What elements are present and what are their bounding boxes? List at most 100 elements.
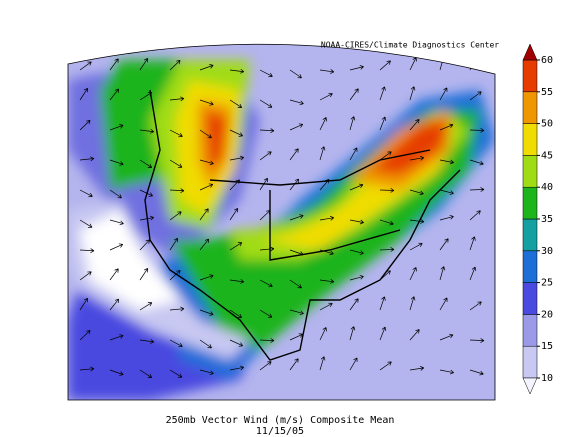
wind-arrow <box>169 237 178 251</box>
wind-arrow <box>169 59 181 71</box>
wind-arrow <box>289 148 299 161</box>
wind-arrow <box>259 309 273 318</box>
wind-arrow <box>319 92 333 101</box>
wind-arrow <box>379 151 392 161</box>
wind-arrow <box>319 117 327 131</box>
wind-arrow <box>319 69 335 74</box>
wind-arrow <box>259 338 275 343</box>
wind-arrow <box>409 329 420 341</box>
wind-arrow <box>169 270 181 281</box>
wind-arrow <box>379 247 395 252</box>
colorbar-bin <box>522 345 538 379</box>
colorbar-bin <box>522 59 538 93</box>
wind-arrow <box>409 242 423 251</box>
wind-arrow <box>319 279 335 284</box>
wind-arrow <box>469 338 485 343</box>
wind-arrow <box>439 87 448 101</box>
wind-arrow <box>439 297 448 311</box>
wind-arrow <box>229 208 239 221</box>
wind-arrow <box>199 183 214 191</box>
wind-arrow <box>169 211 182 221</box>
wind-arrow <box>469 91 482 101</box>
wind-arrow <box>229 242 243 251</box>
wind-arrow <box>379 60 391 71</box>
wind-arrow <box>109 88 119 101</box>
wind-arrow <box>199 64 214 71</box>
wind-arrow <box>439 266 446 281</box>
wind-arrow <box>469 210 481 221</box>
wind-arrow <box>79 87 88 101</box>
wind-arrow <box>409 296 416 311</box>
wind-arrow <box>139 239 150 251</box>
wind-arrow <box>79 156 95 162</box>
wind-arrow <box>109 219 124 226</box>
wind-arrow <box>229 279 245 284</box>
wind-arrow <box>409 57 417 71</box>
colorbar-tick-label: 30 <box>541 246 553 257</box>
wind-arrow <box>199 309 214 316</box>
wind-arrow <box>199 274 214 281</box>
wind-arrow <box>439 238 449 251</box>
wind-arrow <box>409 219 425 224</box>
colorbar-tick-label: 35 <box>541 214 553 225</box>
wind-arrow <box>79 330 91 341</box>
wind-arrow <box>349 183 364 191</box>
wind-arrow <box>169 306 185 312</box>
wind-arrow <box>409 86 416 101</box>
wind-field <box>68 44 495 400</box>
colorbar-below <box>522 377 538 395</box>
wind-arrow <box>349 147 358 161</box>
wind-arrow <box>109 334 124 341</box>
wind-arrow <box>289 69 302 79</box>
colorbar-bin <box>522 250 538 283</box>
wind-arrow <box>169 96 185 102</box>
wind-arrow <box>229 365 244 371</box>
wind-arrow <box>229 309 243 318</box>
date: 11/15/05 <box>256 426 304 437</box>
wind-arrow <box>109 159 124 166</box>
wind-arrow <box>289 99 304 106</box>
wind-arrow <box>319 327 327 341</box>
wind-arrow <box>79 366 95 372</box>
colorbar-bin <box>522 91 538 124</box>
wind-arrow <box>409 366 425 371</box>
wind-arrow <box>259 69 273 78</box>
wind-arrow <box>79 61 92 71</box>
wind-arrow <box>169 129 183 138</box>
colorbar-tick-label: 45 <box>541 150 553 161</box>
wind-arrow <box>139 302 153 311</box>
wind-arrow <box>109 369 124 376</box>
wind-arrow <box>409 267 417 281</box>
wind-arrow <box>319 302 333 311</box>
wind-arrow <box>469 187 485 192</box>
colorbar-tick-label: 40 <box>541 182 553 193</box>
wind-arrows <box>79 56 485 378</box>
colorbar-tick-label: 20 <box>541 309 553 320</box>
wind-arrow <box>199 99 214 106</box>
wind-arrow <box>229 68 245 74</box>
colorbar-tick-label: 15 <box>541 341 553 352</box>
wind-arrow <box>79 219 93 228</box>
wind-arrow <box>109 58 119 71</box>
wind-arrow <box>109 189 122 199</box>
colorbar: 10 15 20 25 30 35 40 45 50 55 60 <box>522 43 553 395</box>
wind-arrow <box>199 339 212 349</box>
credit: NOAA-CIRES/Climate Diagnostics Center <box>321 41 499 50</box>
wind-arrow <box>139 189 153 197</box>
wind-arrow <box>109 268 119 281</box>
wind-arrow <box>289 178 300 191</box>
wind-arrow <box>469 369 484 376</box>
wind-arrow <box>229 155 245 161</box>
wind-arrow <box>109 124 124 131</box>
wind-arrow <box>439 369 454 375</box>
wind-arrow <box>379 361 392 371</box>
map-border <box>67 43 496 401</box>
wind-arrow <box>139 58 149 71</box>
wind-arrow <box>469 236 476 251</box>
wind-arrow <box>199 369 214 376</box>
colorbar-tick-label: 10 <box>541 373 553 384</box>
wind-arrow <box>349 249 364 255</box>
wind-arrow <box>139 268 149 281</box>
coastlines <box>144 89 461 361</box>
